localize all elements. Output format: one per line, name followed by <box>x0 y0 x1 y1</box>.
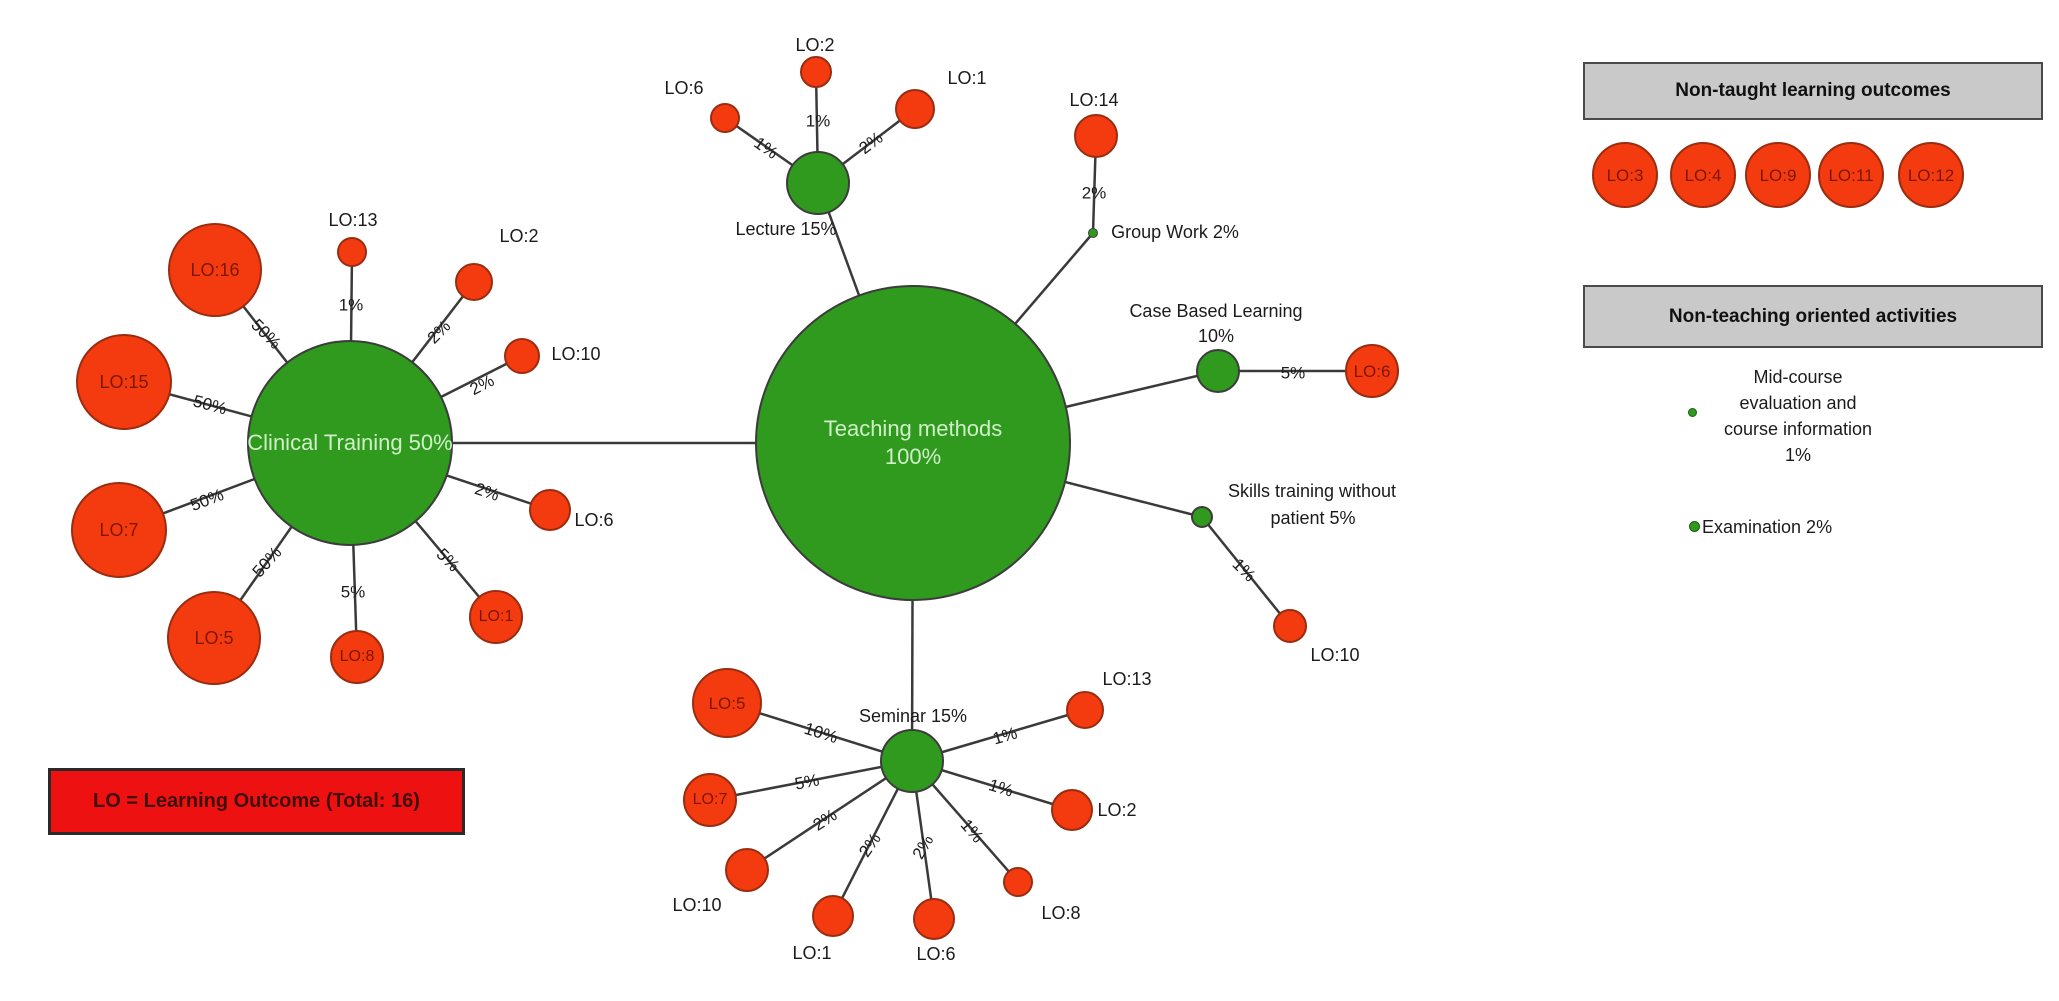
legend-box-text: LO = Learning Outcome (Total: 16) <box>93 790 420 812</box>
lo4-label: LO:4 <box>1684 165 1722 185</box>
lo10-seminar-label: LO:10 <box>672 895 722 916</box>
edge-weight-label: 1% <box>805 111 831 131</box>
node-lo16-clinical: LO:16 <box>168 223 262 317</box>
node-lo13-clinical <box>337 237 367 267</box>
panel-non-taught-title-text: Non-taught learning outcomes <box>1675 80 1951 101</box>
node-lo11-nontaught: LO:11 <box>1818 142 1884 208</box>
mid-course-evaluation-label: Mid-course evaluation and course informa… <box>1720 364 1876 468</box>
lo6-seminar-label: LO:6 <box>916 944 956 965</box>
node-lo2-lecture <box>800 56 832 88</box>
edge-weight-label: 5% <box>340 582 366 602</box>
lo2-clinical-label: LO:2 <box>499 226 539 247</box>
node-lecture <box>786 151 850 215</box>
mid-course-line2: evaluation and <box>1739 393 1857 413</box>
lecture-label: Lecture 15% <box>735 219 837 240</box>
node-lo10-seminar <box>725 848 769 892</box>
node-lo6-cbl: LO:6 <box>1345 344 1399 398</box>
lo2-seminar-label: LO:2 <box>1097 800 1137 821</box>
node-lo6-clinical <box>529 489 571 531</box>
lo9-label: LO:9 <box>1759 165 1797 185</box>
node-lo12-nontaught: LO:12 <box>1898 142 1964 208</box>
lo5-label: LO:5 <box>708 693 746 713</box>
lo7-label: LO:7 <box>99 520 139 540</box>
node-lo2-seminar <box>1051 789 1093 831</box>
node-lo3-nontaught: LO:3 <box>1592 142 1658 208</box>
node-lo1-clinical: LO:1 <box>469 590 523 644</box>
lo5-label: LO:5 <box>194 628 234 648</box>
node-lo9-nontaught: LO:9 <box>1745 142 1811 208</box>
node-lo13-seminar <box>1066 691 1104 729</box>
legend-box: LO = Learning Outcome (Total: 16) <box>48 768 465 835</box>
node-lo6-seminar <box>913 898 955 940</box>
node-seminar <box>880 729 944 793</box>
lo8-label: LO:8 <box>339 648 375 665</box>
node-skills-training-dot <box>1191 506 1213 528</box>
lo14-label: LO:14 <box>1069 90 1119 111</box>
teaching-methods-label-line2: 100% <box>884 444 942 469</box>
lo8-seminar-label: LO:8 <box>1041 903 1081 924</box>
node-lo7-clinical: LO:7 <box>71 482 167 578</box>
node-lo10-skills <box>1273 609 1307 643</box>
lo2-lecture-label: LO:2 <box>795 35 835 56</box>
node-lo8-clinical: LO:8 <box>330 630 384 684</box>
mid-course-line1: Mid-course <box>1753 367 1843 387</box>
node-group-work-dot <box>1088 228 1098 238</box>
group-work-label: Group Work 2% <box>1111 222 1239 243</box>
cbl-label-line2: 10% <box>1197 326 1235 347</box>
lo15-label: LO:15 <box>99 372 149 392</box>
lo1-seminar-label: LO:1 <box>792 943 832 964</box>
lo3-label: LO:3 <box>1606 165 1644 185</box>
lo6-clinical-label: LO:6 <box>574 510 614 531</box>
lo10-skills-label: LO:10 <box>1310 645 1360 666</box>
cbl-label-line1: Case Based Learning <box>1129 301 1303 322</box>
node-lo4-nontaught: LO:4 <box>1670 142 1736 208</box>
node-lo14-groupwork <box>1074 114 1118 158</box>
node-lo5-clinical: LO:5 <box>167 591 261 685</box>
panel-non-teaching-title-text: Non-teaching oriented activities <box>1668 305 1958 327</box>
edge-weight-label: 2% <box>1081 183 1107 203</box>
lo13-clinical-label: LO:13 <box>328 210 378 231</box>
clinical-training-label: Clinical Training 50% <box>247 430 453 455</box>
lo1-lecture-label: LO:1 <box>947 68 987 89</box>
node-lo1-seminar <box>812 895 854 937</box>
lo11-label: LO:11 <box>1828 165 1874 185</box>
node-lo5-seminar: LO:5 <box>692 668 762 738</box>
node-lo7-seminar: LO:7 <box>683 773 737 827</box>
lo6-lecture-label: LO:6 <box>664 78 704 99</box>
node-lo2-clinical <box>455 263 493 301</box>
lo6-label: LO:6 <box>1353 361 1391 381</box>
mid-course-line3: course information <box>1723 419 1873 439</box>
node-lo10-clinical <box>504 338 540 374</box>
examination-dot <box>1689 521 1700 532</box>
node-lo8-seminar <box>1003 867 1033 897</box>
edge-weight-label: 5% <box>1280 363 1306 383</box>
lo16-label: LO:16 <box>190 260 240 280</box>
examination-label: Examination 2% <box>1702 517 1833 537</box>
lo13-seminar-label: LO:13 <box>1102 669 1152 690</box>
edge-weight-label: 5% <box>793 770 821 794</box>
panel-non-taught-title: Non-taught learning outcomes <box>1583 62 2043 120</box>
lo1-label: LO:1 <box>478 608 514 625</box>
node-lo6-lecture <box>710 103 740 133</box>
node-case-based-learning <box>1196 349 1240 393</box>
mid-course-dot <box>1688 408 1697 417</box>
lo10-clinical-label: LO:10 <box>551 344 601 365</box>
skills-label-line1: Skills training without <box>1227 481 1397 502</box>
skills-label-line2: patient 5% <box>1270 508 1356 529</box>
node-clinical-training: Clinical Training 50% <box>247 340 453 546</box>
panel-non-teaching-title: Non-teaching oriented activities <box>1583 285 2043 348</box>
node-teaching-methods: Teaching methods 100% <box>755 285 1071 601</box>
teaching-methods-label-line1: Teaching methods <box>823 416 1003 441</box>
node-lo15-clinical: LO:15 <box>76 334 172 430</box>
edge-weight-label: 1% <box>338 295 364 315</box>
mid-course-line4: 1% <box>1784 445 1811 465</box>
seminar-label: Seminar 15% <box>858 706 968 727</box>
lo12-label: LO:12 <box>1907 165 1955 185</box>
lo7-label: LO:7 <box>692 791 728 808</box>
node-lo1-lecture <box>895 89 935 129</box>
